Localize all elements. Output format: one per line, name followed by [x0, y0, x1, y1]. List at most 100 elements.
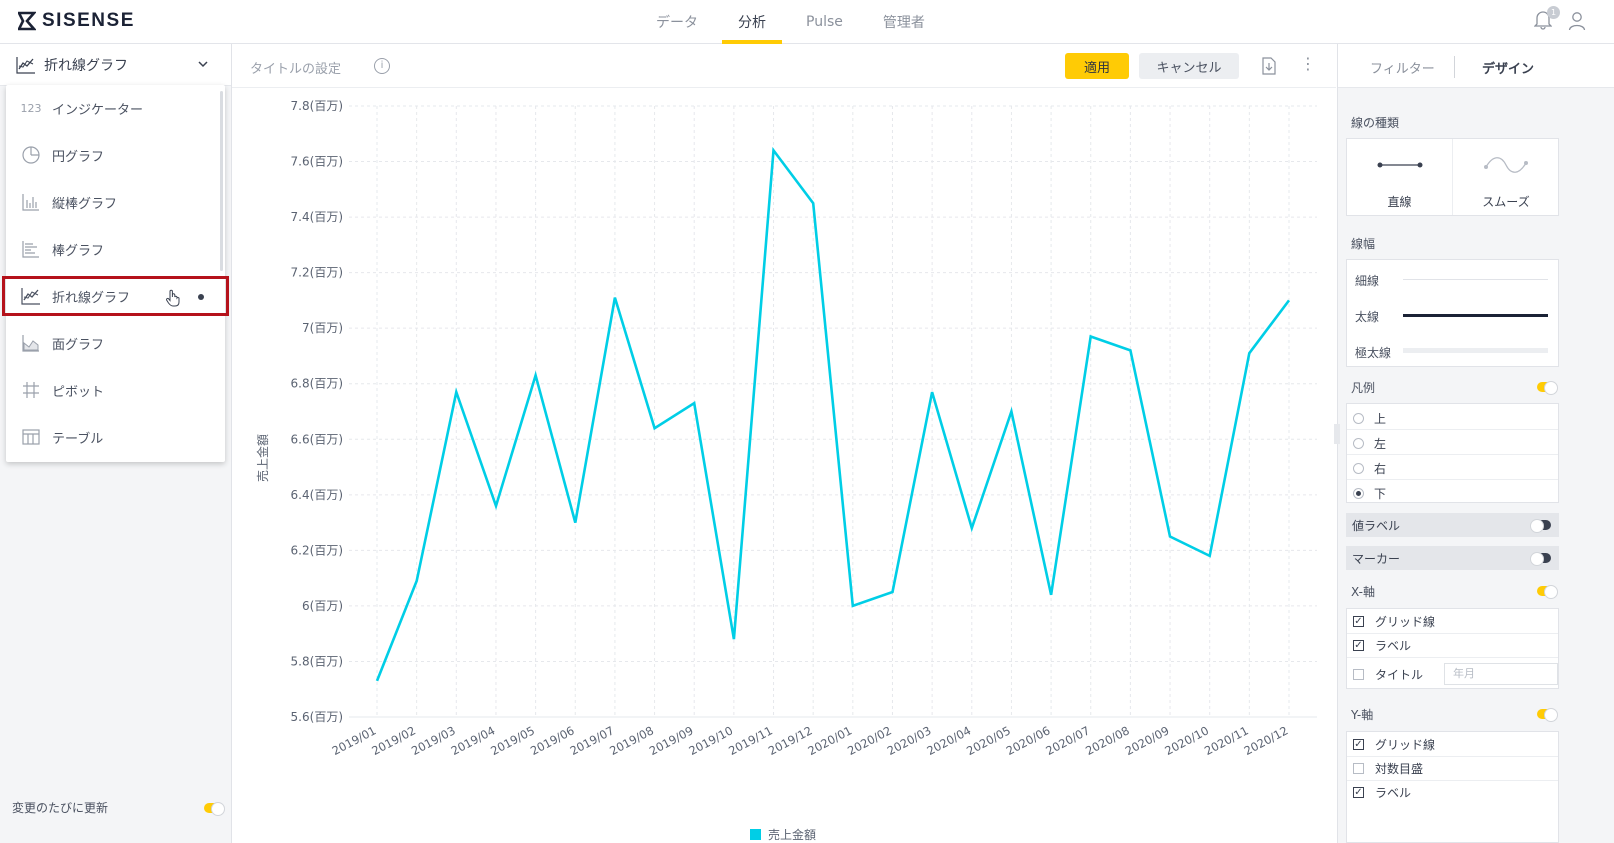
- line-chart-icon: [16, 56, 35, 74]
- checkbox-label: ラベル: [1375, 785, 1412, 800]
- divider: [1347, 780, 1558, 781]
- hand-cursor-icon: [166, 289, 180, 307]
- top-icons: 1: [1533, 6, 1586, 32]
- area-chart-icon: [20, 332, 42, 354]
- y-tick-label: 6.2(百万): [291, 543, 343, 557]
- radio-label: 上: [1374, 412, 1387, 426]
- design-panel: フィルター デザイン 線の種類 直線 スムーズ 線幅 細線 太線 極太線 凡例: [1334, 44, 1614, 843]
- divider: [1347, 657, 1558, 658]
- checkbox[interactable]: ✓: [1353, 639, 1364, 651]
- x-tick-label: 2019/11: [726, 723, 775, 758]
- y-gridlines-option[interactable]: ✓ グリッド線: [1353, 733, 1558, 755]
- menu-item-column[interactable]: 縦棒グラフ: [6, 182, 225, 222]
- line-type-label: 直線: [1387, 195, 1412, 209]
- main-nav: データ 分析 Pulse 管理者: [640, 0, 949, 44]
- width-bold-sample[interactable]: [1403, 314, 1548, 317]
- auto-update-toggle[interactable]: [204, 801, 225, 816]
- legend-pos-top[interactable]: 上: [1353, 406, 1553, 431]
- line-width-heading: 線幅: [1351, 237, 1376, 251]
- markers-row: マーカー: [1346, 546, 1559, 570]
- nav-pulse[interactable]: Pulse: [806, 14, 843, 30]
- nav-analytics[interactable]: 分析: [722, 0, 782, 44]
- menu-item-indicator[interactable]: 123 インジケーター: [6, 88, 225, 128]
- x-tick-label: 2020/12: [1242, 723, 1291, 758]
- y-tick-label: 6.8(百万): [291, 377, 343, 391]
- radio-button[interactable]: [1353, 488, 1364, 499]
- menu-item-label: インジケーター: [52, 102, 144, 118]
- x-axis-title-input[interactable]: 年月: [1444, 663, 1558, 685]
- menu-item-bar[interactable]: 棒グラフ: [6, 229, 225, 269]
- x-tick-label: 2020/09: [1123, 723, 1172, 758]
- legend-toggle[interactable]: [1537, 381, 1558, 395]
- y-tick-label: 7.2(百万): [291, 266, 343, 280]
- line-type-straight[interactable]: 直線: [1347, 139, 1453, 215]
- selected-dot: [198, 294, 204, 300]
- tab-design[interactable]: デザイン: [1482, 62, 1535, 77]
- menu-item-area[interactable]: 面グラフ: [6, 323, 225, 363]
- legend-heading: 凡例: [1351, 381, 1376, 395]
- x-gridlines-option[interactable]: ✓ グリッド線: [1353, 610, 1558, 632]
- y-axis-toggle[interactable]: [1537, 708, 1558, 722]
- value-labels-toggle[interactable]: [1530, 519, 1551, 533]
- line-type-label: スムーズ: [1482, 195, 1530, 209]
- bell-icon: [1533, 11, 1553, 30]
- pivot-icon: [20, 379, 42, 401]
- x-tick-label: 2020/03: [885, 723, 934, 758]
- export-icon[interactable]: [1261, 57, 1277, 75]
- sisense-logo[interactable]: SISENSE: [18, 9, 135, 33]
- y-axis-heading: Y-軸: [1351, 708, 1374, 722]
- menu-item-label: 縦棒グラフ: [52, 196, 118, 212]
- panel-collapse-handle[interactable]: [1334, 424, 1340, 444]
- notifications-button[interactable]: 1: [1533, 6, 1560, 32]
- x-tick-label: 2019/05: [488, 723, 537, 758]
- divider: [1347, 479, 1558, 480]
- design-tabs: フィルター デザイン: [1338, 44, 1614, 88]
- nav-admin[interactable]: 管理者: [882, 15, 925, 31]
- radio-button[interactable]: [1353, 438, 1364, 449]
- x-axis-heading-row: X-軸: [1351, 583, 1558, 600]
- checkbox[interactable]: ✓: [1353, 738, 1364, 750]
- x-tick-label: 2019/07: [568, 723, 617, 758]
- menu-item-pivot[interactable]: ピボット: [6, 370, 225, 410]
- info-icon[interactable]: i: [374, 58, 390, 74]
- legend-pos-bottom[interactable]: 下: [1353, 481, 1553, 506]
- y-log-scale-option[interactable]: 対数目盛: [1353, 757, 1558, 779]
- cancel-button[interactable]: キャンセル: [1139, 53, 1239, 79]
- menu-item-pie[interactable]: 円グラフ: [6, 135, 225, 175]
- legend-swatch: [750, 829, 761, 840]
- widget-title-input[interactable]: タイトルの設定: [250, 62, 342, 77]
- checkbox[interactable]: [1353, 668, 1364, 680]
- menu-item-label: 円グラフ: [52, 149, 105, 165]
- x-axis-heading: X-軸: [1351, 585, 1375, 599]
- markers-toggle[interactable]: [1530, 552, 1551, 566]
- more-options-icon[interactable]: ⋮: [1300, 54, 1316, 73]
- line-type-smooth[interactable]: スムーズ: [1453, 139, 1559, 215]
- dropdown-scrollbar[interactable]: [220, 91, 223, 271]
- legend-pos-left[interactable]: 左: [1353, 431, 1553, 456]
- radio-button[interactable]: [1353, 413, 1364, 424]
- width-thin-sample[interactable]: [1403, 279, 1548, 280]
- user-icon[interactable]: [1568, 11, 1586, 31]
- legend-pos-right[interactable]: 右: [1353, 456, 1553, 481]
- divider: [1347, 429, 1558, 430]
- x-title-option[interactable]: タイトル 年月: [1353, 663, 1558, 685]
- checkbox[interactable]: ✓: [1353, 786, 1364, 798]
- apply-button[interactable]: 適用: [1065, 53, 1129, 79]
- tab-filters[interactable]: フィルター: [1370, 62, 1435, 77]
- nav-data[interactable]: データ: [656, 15, 698, 31]
- checkbox[interactable]: [1353, 762, 1364, 774]
- chart-type-select[interactable]: 折れ線グラフ: [0, 44, 231, 86]
- radio-button[interactable]: [1353, 463, 1364, 474]
- width-thin-label[interactable]: 細線: [1355, 274, 1380, 288]
- width-extra-bold-label[interactable]: 極太線: [1355, 346, 1392, 360]
- divider: [1347, 633, 1558, 634]
- width-bold-label[interactable]: 太線: [1355, 310, 1380, 324]
- y-labels-option[interactable]: ✓ ラベル: [1353, 781, 1558, 803]
- selected-chart-type: 折れ線グラフ: [44, 57, 128, 74]
- x-axis-toggle[interactable]: [1537, 585, 1558, 599]
- width-extra-bold-sample[interactable]: [1403, 348, 1548, 353]
- checkbox[interactable]: ✓: [1353, 615, 1364, 627]
- menu-item-table[interactable]: テーブル: [6, 417, 225, 457]
- menu-item-line[interactable]: 折れ線グラフ: [2, 276, 229, 316]
- x-labels-option[interactable]: ✓ ラベル: [1353, 634, 1558, 656]
